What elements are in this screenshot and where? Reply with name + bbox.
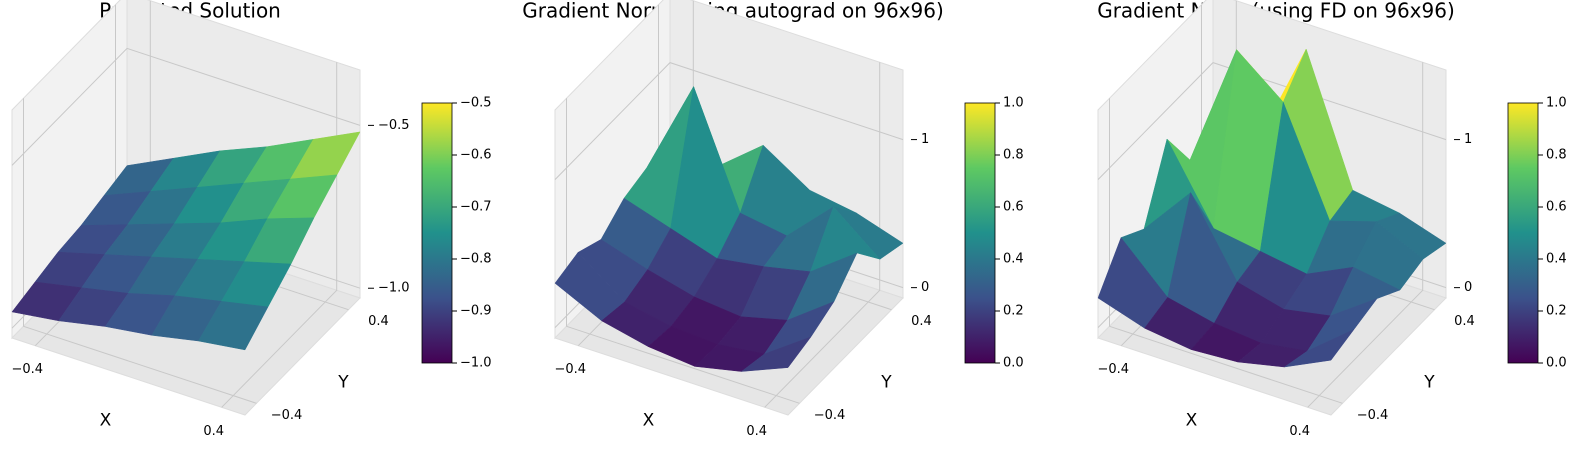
x-axis-label: X bbox=[1186, 411, 1198, 431]
grid-line bbox=[566, 98, 800, 404]
chart-title: Gradient Norm (using autograd on 96x96) bbox=[522, 0, 944, 23]
x-tick-label: −0.4 bbox=[1098, 362, 1130, 377]
x-tick-label: 0.4 bbox=[1289, 424, 1310, 439]
z-tick-label: 1 bbox=[1464, 132, 1472, 147]
y-tick-label: −0.4 bbox=[1357, 408, 1389, 423]
grid-line bbox=[554, 62, 904, 180]
grid-line bbox=[1097, 62, 1447, 180]
y-axis-label: Y bbox=[880, 373, 892, 393]
x-tick-label: −0.4 bbox=[555, 362, 587, 377]
surface-patch bbox=[1284, 329, 1355, 368]
colorbar-tick-label: −0.6 bbox=[460, 148, 492, 163]
chart-title: Gradient Norm (using FD on 96x96) bbox=[1097, 0, 1455, 23]
grid-line bbox=[23, 98, 257, 404]
z-tick-label: 1 bbox=[921, 132, 929, 147]
colorbar-tick-label: 0.4 bbox=[1546, 252, 1567, 267]
colorbar bbox=[1507, 102, 1539, 364]
grid-line bbox=[764, 62, 881, 408]
y-axis-label: Y bbox=[1423, 373, 1435, 393]
x-axis-label: X bbox=[100, 411, 112, 431]
colorbar-tick-label: 1.0 bbox=[1546, 96, 1567, 111]
z-tick-label: −0.5 bbox=[378, 118, 410, 133]
y-tick-label: −0.4 bbox=[271, 408, 303, 423]
y-tick-label: 0.4 bbox=[911, 314, 932, 329]
surface-patch bbox=[740, 336, 812, 372]
z-tick-label: 0 bbox=[921, 280, 929, 295]
colorbar-tick-label: 0.4 bbox=[1003, 252, 1024, 267]
colorbar-tick-label: −0.7 bbox=[460, 200, 492, 215]
colorbar-tick-label: 0.6 bbox=[1003, 200, 1024, 215]
colorbar-tick-label: 0.0 bbox=[1003, 356, 1024, 371]
colorbar-tick-label: −0.5 bbox=[460, 96, 492, 111]
x-axis-label: X bbox=[643, 411, 655, 431]
x-tick-label: −0.4 bbox=[12, 362, 44, 377]
colorbar-tick-label: 0.0 bbox=[1546, 356, 1567, 371]
y-tick-label: −0.4 bbox=[814, 408, 846, 423]
grid-line bbox=[1307, 62, 1424, 408]
subplot: Gradient Norm (using autograd on 96x96) −… bbox=[522, 0, 1024, 439]
grid-line bbox=[1109, 98, 1343, 404]
colorbar bbox=[421, 102, 453, 364]
colorbar-tick-label: 0.2 bbox=[1546, 304, 1567, 319]
x-tick-label: 0.4 bbox=[203, 424, 224, 439]
colorbar-tick-label: 1.0 bbox=[1003, 96, 1024, 111]
surface-patch bbox=[198, 301, 269, 351]
colorbar bbox=[964, 102, 996, 364]
z-tick-label: 0 bbox=[1464, 280, 1472, 295]
y-axis-label: Y bbox=[337, 373, 349, 393]
y-tick-label: 0.4 bbox=[1454, 314, 1475, 329]
y-tick-label: 0.4 bbox=[368, 314, 389, 329]
grid-line bbox=[11, 47, 361, 166]
subplot: Predicted Solution−0.40.4−0.40.4−1.0−0.5… bbox=[11, 0, 492, 439]
subplot: Gradient Norm (using FD on 96x96) −0.4 0.4… bbox=[1097, 0, 1567, 439]
colorbar-tick-label: 0.2 bbox=[1003, 304, 1024, 319]
colorbar-tick-label: −0.8 bbox=[460, 252, 492, 267]
colorbar-tick-label: 0.6 bbox=[1546, 200, 1567, 215]
colorbar-tick-label: 0.8 bbox=[1546, 148, 1567, 163]
colorbar-tick-label: −0.9 bbox=[460, 304, 492, 319]
colorbar-tick-label: −1.0 bbox=[460, 356, 492, 371]
z-tick-label: −1.0 bbox=[378, 281, 410, 296]
colorbar-tick-label: 0.8 bbox=[1003, 148, 1024, 163]
x-tick-label: 0.4 bbox=[746, 424, 767, 439]
